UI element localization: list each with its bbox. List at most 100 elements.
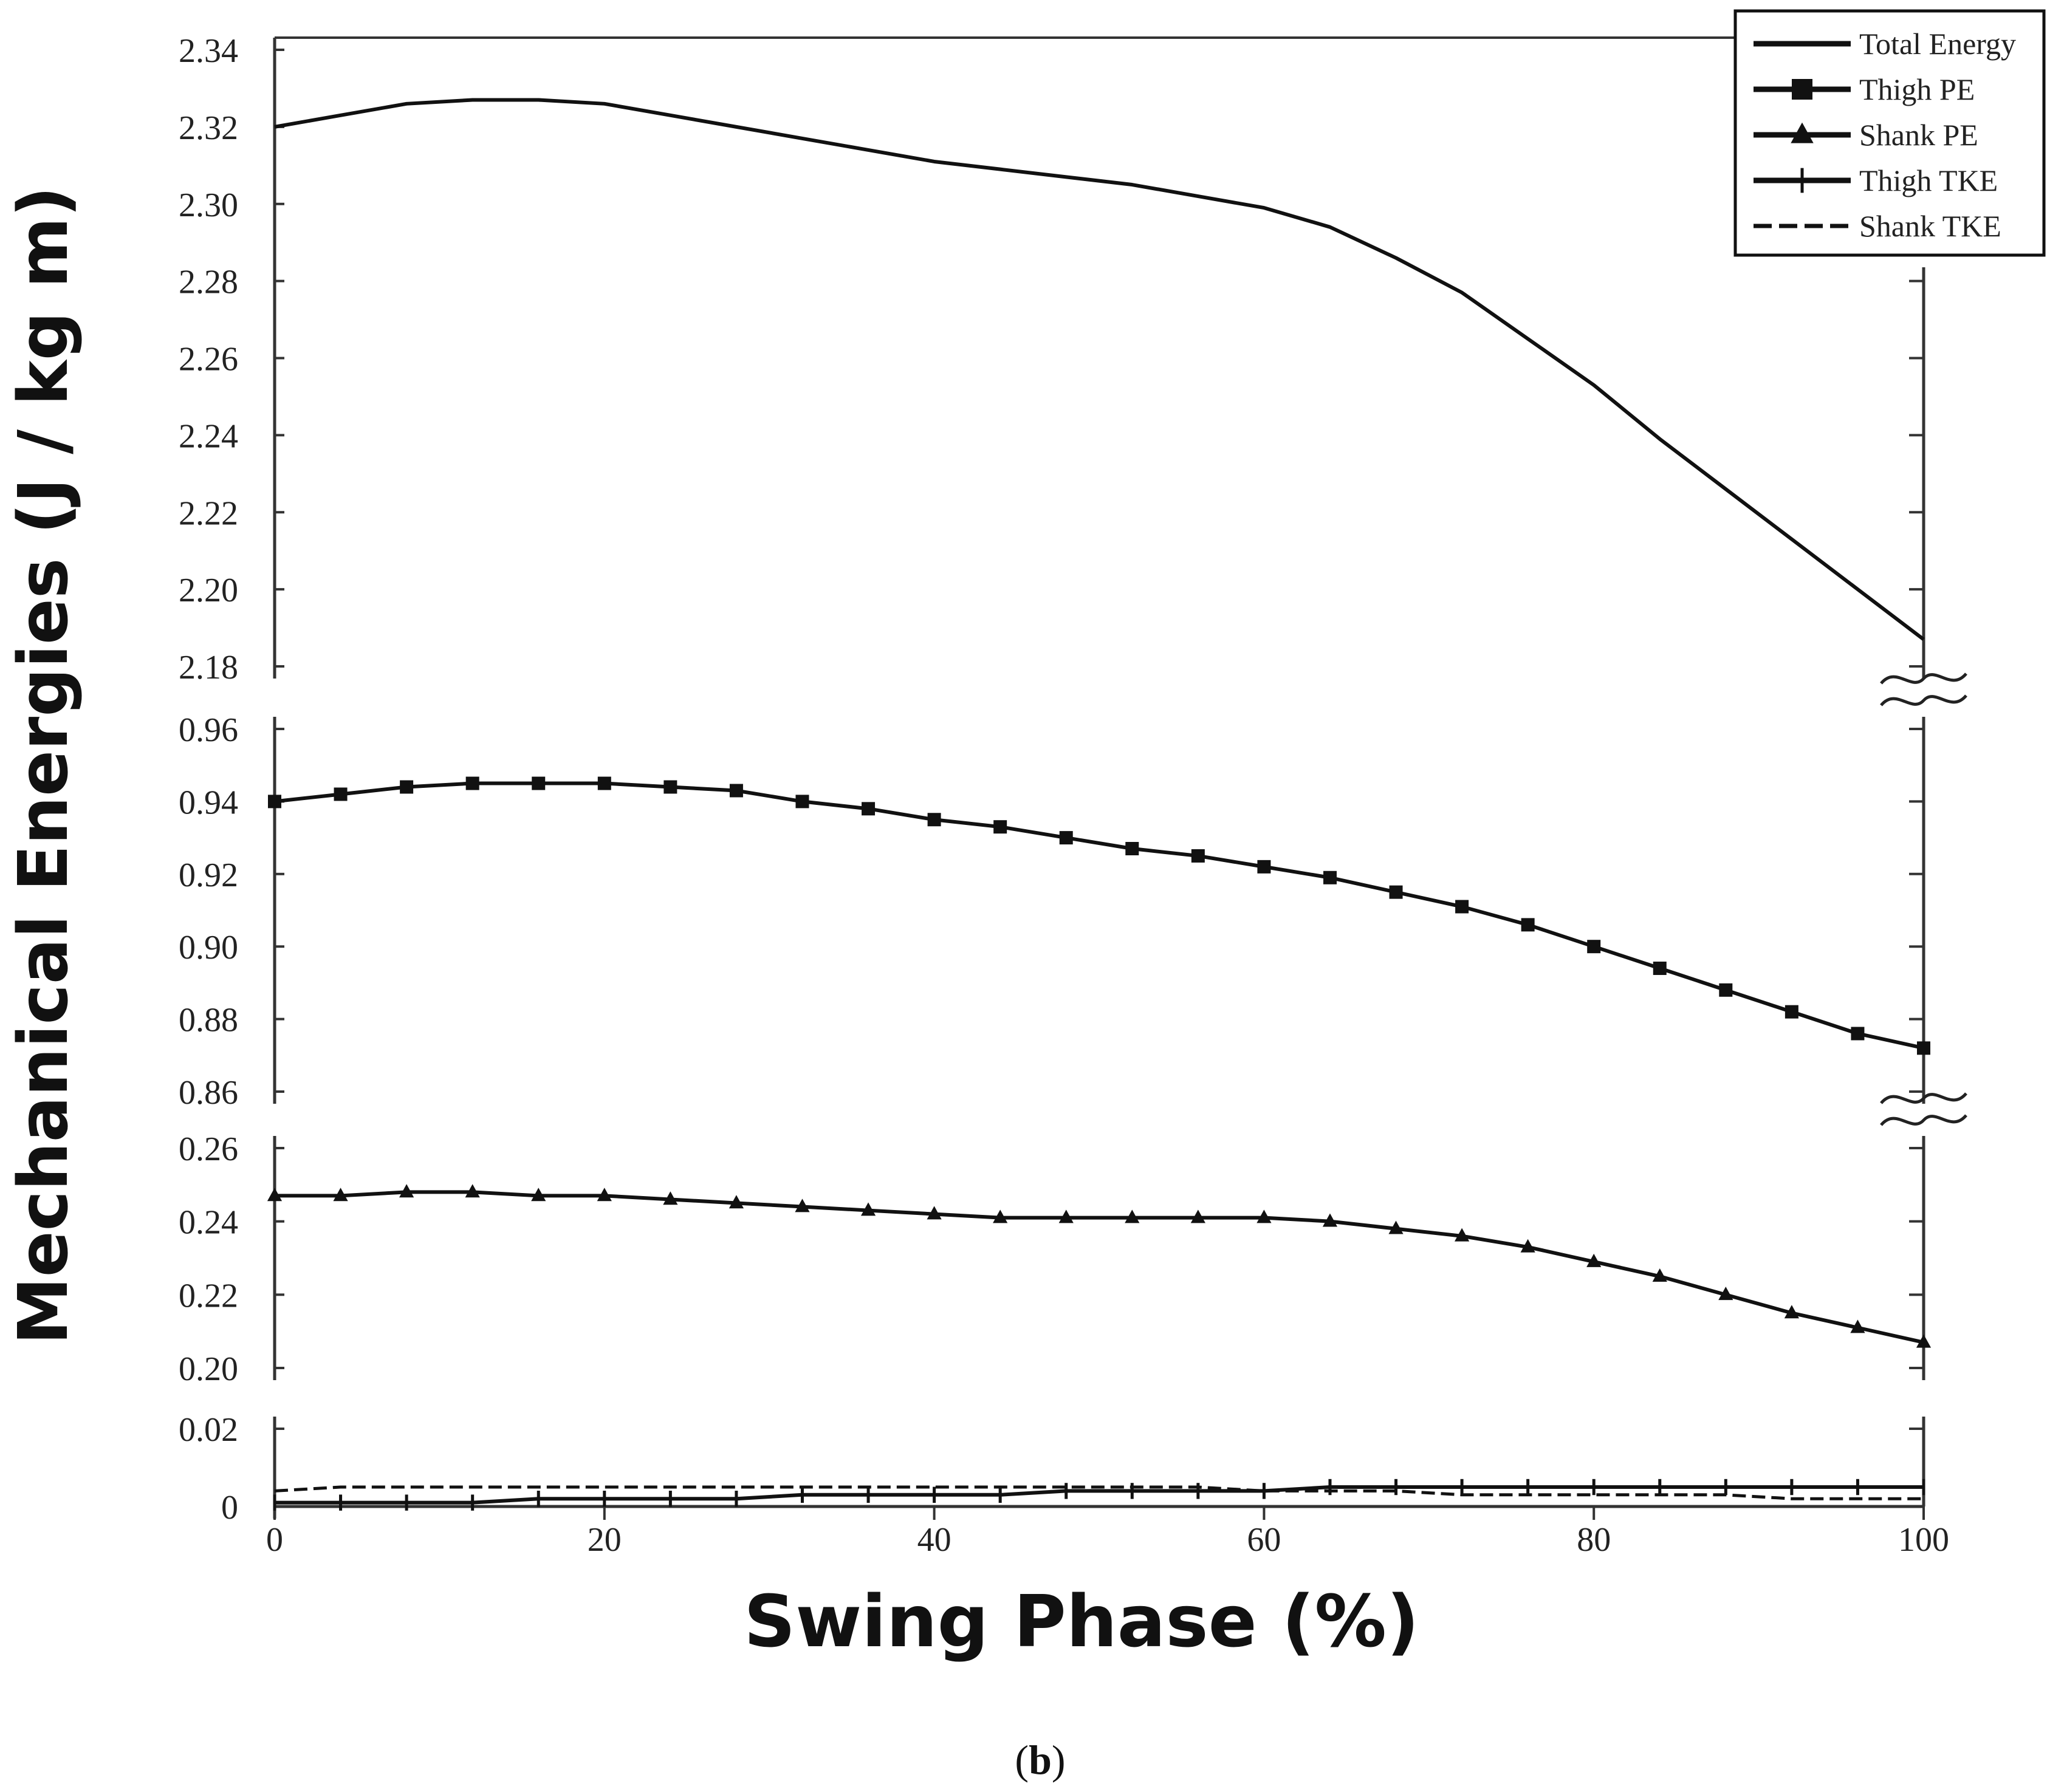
x-tick-label: 100 xyxy=(1898,1521,1949,1559)
thigh-pe-point xyxy=(1653,962,1667,976)
y-tick-label: 0 xyxy=(221,1489,238,1527)
thigh-pe-point xyxy=(1851,1027,1865,1041)
thigh-pe-point xyxy=(862,802,876,816)
x-axis-ticks: 0 20 40 60 80 100 xyxy=(266,1506,1949,1559)
thigh-pe-point xyxy=(1917,1041,1930,1055)
series-markers xyxy=(267,776,1932,1511)
y-tick-label: 0.96 xyxy=(179,711,238,749)
figure-caption: (b) xyxy=(1015,1737,1065,1783)
break-mark-0-0 xyxy=(1880,672,1967,685)
y-tick-label: 2.30 xyxy=(179,186,238,224)
thigh-pe-point xyxy=(927,813,941,827)
break-mark-1-1 xyxy=(1880,1114,1967,1126)
thigh-pe-point xyxy=(1389,885,1403,899)
legend: Total Energy Thigh PE Shank PE Thigh TKE Sha… xyxy=(1733,9,2046,257)
shank-pe-point xyxy=(795,1199,810,1212)
shank-pe-point xyxy=(1850,1319,1865,1333)
shank-pe-point xyxy=(1257,1209,1272,1223)
y-tick-label: 0.90 xyxy=(179,929,238,966)
shank-pe-point xyxy=(1718,1287,1733,1301)
shank-pe-point xyxy=(531,1188,546,1202)
y-tick-label: 0.86 xyxy=(179,1074,238,1112)
legend-label-total-energy: Total Energy xyxy=(1859,27,2016,61)
thigh-pe-point xyxy=(400,780,414,794)
x-tick-label: 40 xyxy=(917,1521,951,1559)
x-axis-title: Swing Phase (%) xyxy=(744,1579,1419,1663)
thigh-pe-point xyxy=(1059,831,1073,845)
thigh-pe-point xyxy=(729,784,743,798)
thigh-pe-point xyxy=(1455,900,1469,914)
series-lines xyxy=(274,98,1925,1505)
x-tick-label: 0 xyxy=(266,1521,283,1559)
shank-pe-point xyxy=(1322,1213,1338,1227)
shank-pe-point xyxy=(597,1188,612,1202)
thigh-pe-point xyxy=(1191,849,1205,863)
y-tick-label: 0.22 xyxy=(179,1277,238,1315)
thigh-pe-point xyxy=(1719,983,1733,997)
shank-pe-point xyxy=(1190,1209,1205,1223)
plot-frame xyxy=(273,36,1925,1519)
shank-pe-point xyxy=(927,1206,942,1220)
y-tick-label: 2.28 xyxy=(179,264,238,301)
x-tick-label: 80 xyxy=(1577,1521,1611,1559)
x-tick-label: 60 xyxy=(1247,1521,1281,1559)
shank-pe-point xyxy=(860,1202,876,1216)
axis-break-marks xyxy=(1880,672,1967,1126)
thigh-pe-point xyxy=(597,776,611,790)
thigh-pe-point xyxy=(334,787,348,801)
y-axis-ticks: 2.18 2.20 2.22 2.24 2.26 2.28 2.30 2.32 2.34 0.86… xyxy=(179,32,1924,1527)
y-tick-label: 0.20 xyxy=(179,1350,238,1388)
shank-tke-line xyxy=(274,1485,1924,1500)
shank-pe-point xyxy=(465,1184,480,1198)
y-tick-label: 2.32 xyxy=(179,109,238,147)
panel-label: b xyxy=(1029,1737,1052,1783)
y-tick-label: 0.88 xyxy=(179,1002,238,1039)
thigh-pe-point xyxy=(532,776,546,790)
shank-pe-point xyxy=(1454,1228,1470,1242)
shank-pe-point xyxy=(267,1188,283,1202)
thigh-pe-point xyxy=(1257,860,1271,874)
shank-pe-point xyxy=(1652,1268,1667,1282)
y-tick-label: 2.24 xyxy=(179,417,238,455)
thigh-pe-point xyxy=(1323,870,1337,884)
break-mark-1-0 xyxy=(1880,1092,1967,1104)
y-tick-label: 2.18 xyxy=(179,649,238,686)
shank-pe-point xyxy=(1388,1220,1404,1234)
thigh-pe-point xyxy=(1785,1005,1798,1019)
shank-pe-point xyxy=(729,1195,744,1209)
thigh-tke-line xyxy=(275,1485,1924,1505)
y-tick-label: 2.26 xyxy=(179,341,238,378)
y-tick-label: 0.94 xyxy=(179,784,238,821)
shank-pe-point xyxy=(1125,1209,1140,1223)
thigh-pe-point xyxy=(993,820,1007,834)
legend-label-thigh-tke: Thigh TKE xyxy=(1859,163,1998,197)
y-axis-title: Mechanical Energies (J / kg m) xyxy=(4,186,83,1345)
thigh-pe-point xyxy=(663,780,677,794)
legend-label-shank-tke: Shank TKE xyxy=(1859,209,2001,243)
thigh-pe-point xyxy=(465,776,479,790)
thigh-pe-line xyxy=(274,781,1924,1050)
legend-label-thigh-pe: Thigh PE xyxy=(1859,72,1975,106)
thigh-pe-point xyxy=(1587,940,1601,954)
legend-marker-shank-pe xyxy=(1791,122,1814,143)
shank-pe-point xyxy=(1916,1334,1932,1348)
thigh-pe-point xyxy=(1521,918,1535,932)
shank-pe-point xyxy=(1520,1239,1535,1253)
shank-pe-point xyxy=(399,1184,414,1198)
y-tick-label: 2.22 xyxy=(179,494,238,532)
shank-pe-point xyxy=(1784,1305,1799,1319)
thigh-pe-point xyxy=(795,795,809,809)
shank-pe-point xyxy=(663,1191,678,1205)
break-mark-0-1 xyxy=(1880,694,1967,706)
shank-pe-point xyxy=(1058,1209,1074,1223)
y-tick-label: 0.92 xyxy=(179,857,238,894)
thigh-pe-point xyxy=(1125,842,1139,856)
shank-pe-point xyxy=(333,1188,348,1202)
y-tick-label: 2.34 xyxy=(179,32,238,70)
y-tick-label: 2.20 xyxy=(179,572,238,609)
legend-label-shank-pe: Shank PE xyxy=(1859,118,1978,152)
shank-pe-point xyxy=(993,1209,1008,1223)
x-tick-label: 20 xyxy=(588,1521,622,1559)
legend-marker-thigh-pe xyxy=(1792,79,1812,100)
